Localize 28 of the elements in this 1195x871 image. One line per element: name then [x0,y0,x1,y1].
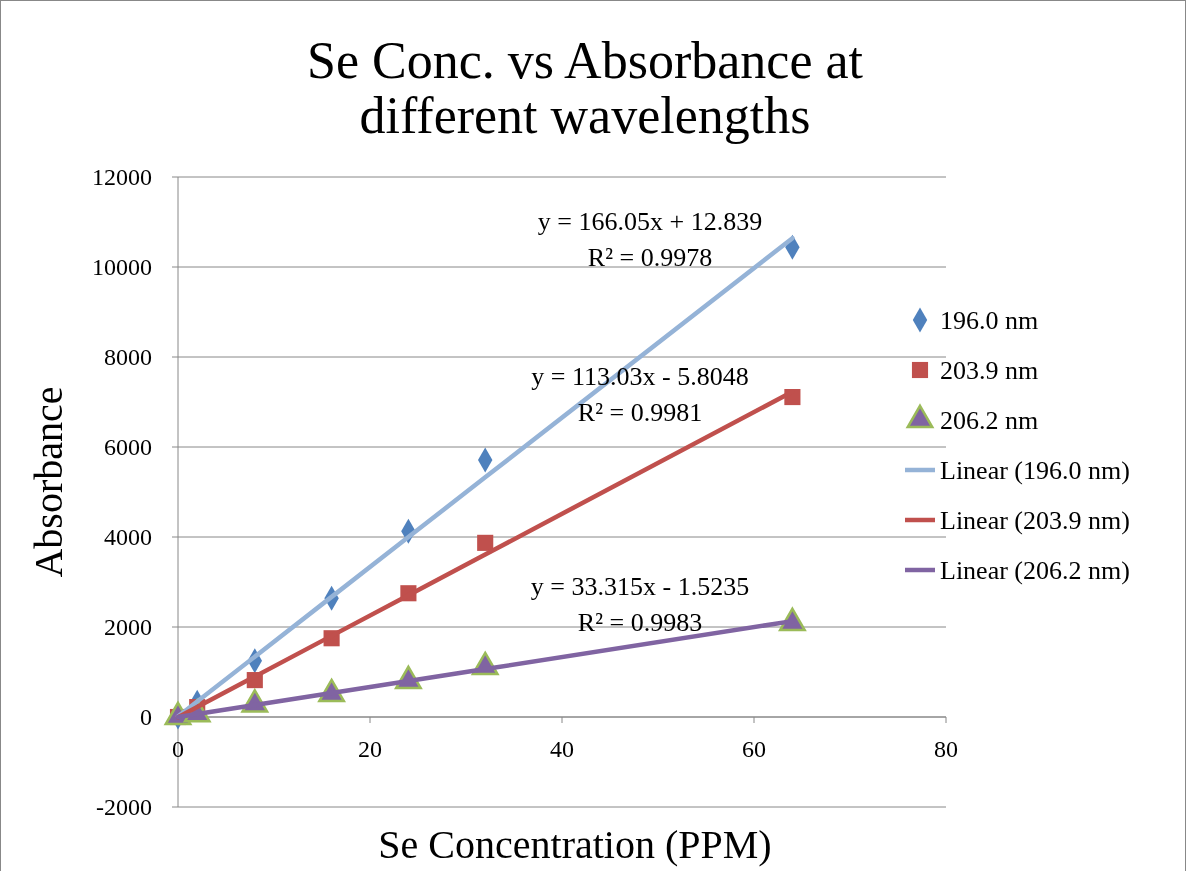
chart-title: Se Conc. vs Absorbance at different wavelengths [306,32,864,144]
legend-label: Linear (206.2 nm) [940,556,1130,586]
y-tick-label: 0 [140,704,152,731]
legend-label: 196.0 nm [940,306,1039,336]
annotation: y = 166.05x + 12.839 [537,207,763,236]
legend-label: Linear (196.0 nm) [940,456,1130,486]
y-tick-label: -2000 [96,794,152,821]
annotation: y = 113.03x - 5.8048 [531,362,749,391]
x-tick-label: 0 [172,736,184,762]
y-tick-label: 2000 [104,614,152,641]
x-tick-label: 80 [934,736,958,762]
y-tick-label: 6000 [104,434,152,461]
annotation: R² = 0.9981 [577,398,703,427]
legend-label: Linear (203.9 nm) [940,506,1130,536]
y-tick-label: 4000 [104,524,152,551]
y-tick-label: 8000 [104,344,152,371]
x-tick-label: 60 [742,736,766,762]
annotation: R² = 0.9983 [577,608,703,637]
x-axis-title: Se Concentration (PPM) [378,822,772,867]
y-axis-title: Absorbance [26,386,71,578]
annotation: y = 33.315x - 1.5235 [530,572,750,601]
x-tick-label: 20 [358,736,382,762]
legend-label: 206.2 nm [940,406,1039,436]
y-tick-label: 12000 [92,164,152,191]
legend-label: 203.9 nm [940,356,1039,386]
x-tick-label: 40 [550,736,574,762]
y-tick-label: 10000 [92,254,152,281]
annotation: R² = 0.9978 [587,243,713,272]
